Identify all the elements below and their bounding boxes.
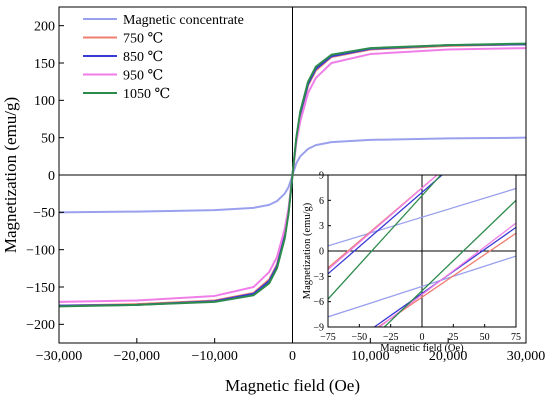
inset-x-tick-label-5: 50 bbox=[480, 332, 490, 343]
main-y-tick-label-4: 0 bbox=[48, 169, 55, 184]
main-y-tick-label-2: −100 bbox=[26, 244, 55, 259]
main-series-line-4 bbox=[59, 42, 526, 308]
legend-label-1: 750 ℃ bbox=[123, 32, 163, 47]
inset-y-tick-label-6: 9 bbox=[319, 171, 324, 182]
main-y-axis-label: Magnetization (emu/g) bbox=[1, 97, 20, 253]
inset-plot: −75 −50 −25 0 25 50 75 −9 −6 −3 0 3 6 9 Magnetic field… bbox=[302, 171, 521, 355]
inset-series-group bbox=[328, 175, 516, 327]
legend-label-3: 950 ℃ bbox=[123, 69, 163, 84]
inset-y-tick-label-4: 3 bbox=[319, 221, 324, 232]
inset-y-tick-label-1: −6 bbox=[313, 297, 324, 308]
legend-label-4: 1050 ℃ bbox=[123, 87, 170, 102]
main-x-tick-label-6: 30,000 bbox=[507, 349, 546, 364]
legend-label-0: Magnetic concentrate bbox=[123, 13, 244, 28]
inset-y-tick-label-3: 0 bbox=[319, 247, 324, 258]
main-y-tick-label-3: −50 bbox=[33, 206, 55, 221]
main-y-tick-label-0: −200 bbox=[26, 318, 55, 333]
main-x-tick-label-0: −30,000 bbox=[36, 349, 82, 364]
inset-series-line-8 bbox=[328, 175, 442, 300]
inset-x-tick-label-1: −50 bbox=[352, 332, 368, 343]
inset-x-tick-label-6: 75 bbox=[511, 332, 521, 343]
legend-label-2: 850 ℃ bbox=[123, 50, 163, 65]
inset-y-tick-label-5: 6 bbox=[319, 196, 324, 207]
main-y-tick-label-7: 150 bbox=[34, 57, 55, 72]
main-y-tick-label-5: 50 bbox=[41, 132, 55, 147]
main-series-group bbox=[59, 42, 526, 308]
inset-x-tick-label-2: −25 bbox=[383, 332, 399, 343]
inset-series-line-6 bbox=[328, 175, 438, 271]
inset-series-line-1 bbox=[328, 255, 516, 318]
legend: Magnetic concentrate 750 ℃ 850 ℃ 950 ℃ 1050 … bbox=[83, 13, 244, 102]
inset-y-tick-label-2: −3 bbox=[313, 272, 324, 283]
main-x-tick-label-5: 20,000 bbox=[429, 349, 468, 364]
inset-y-axis-label: Magnetization (emu/g) bbox=[302, 202, 313, 299]
main-x-tick-label-3: 0 bbox=[289, 349, 296, 364]
main-y-tick-label-6: 100 bbox=[34, 94, 55, 109]
main-y-tick-label-1: −150 bbox=[26, 281, 55, 296]
inset-y-tick-label-0: −9 bbox=[313, 323, 324, 334]
inset-x-tick-label-3: 0 bbox=[420, 332, 425, 343]
inset-series-line-9 bbox=[383, 199, 516, 327]
inset-series-line-0 bbox=[328, 187, 516, 247]
inset-series-line-4 bbox=[328, 175, 443, 275]
main-x-tick-label-4: 10,000 bbox=[351, 349, 390, 364]
main-x-tick-label-2: −10,000 bbox=[191, 349, 237, 364]
main-y-tick-label-8: 200 bbox=[34, 20, 55, 35]
inset-x-tick-label-4: 25 bbox=[448, 332, 458, 343]
inset-x-tick-label-0: −75 bbox=[320, 332, 336, 343]
inset-x-axis-label: Magnetic field (Oe) bbox=[380, 343, 464, 354]
main-x-tick-label-1: −20,000 bbox=[114, 349, 160, 364]
main-x-axis-label: Magnetic field (Oe) bbox=[225, 376, 360, 395]
